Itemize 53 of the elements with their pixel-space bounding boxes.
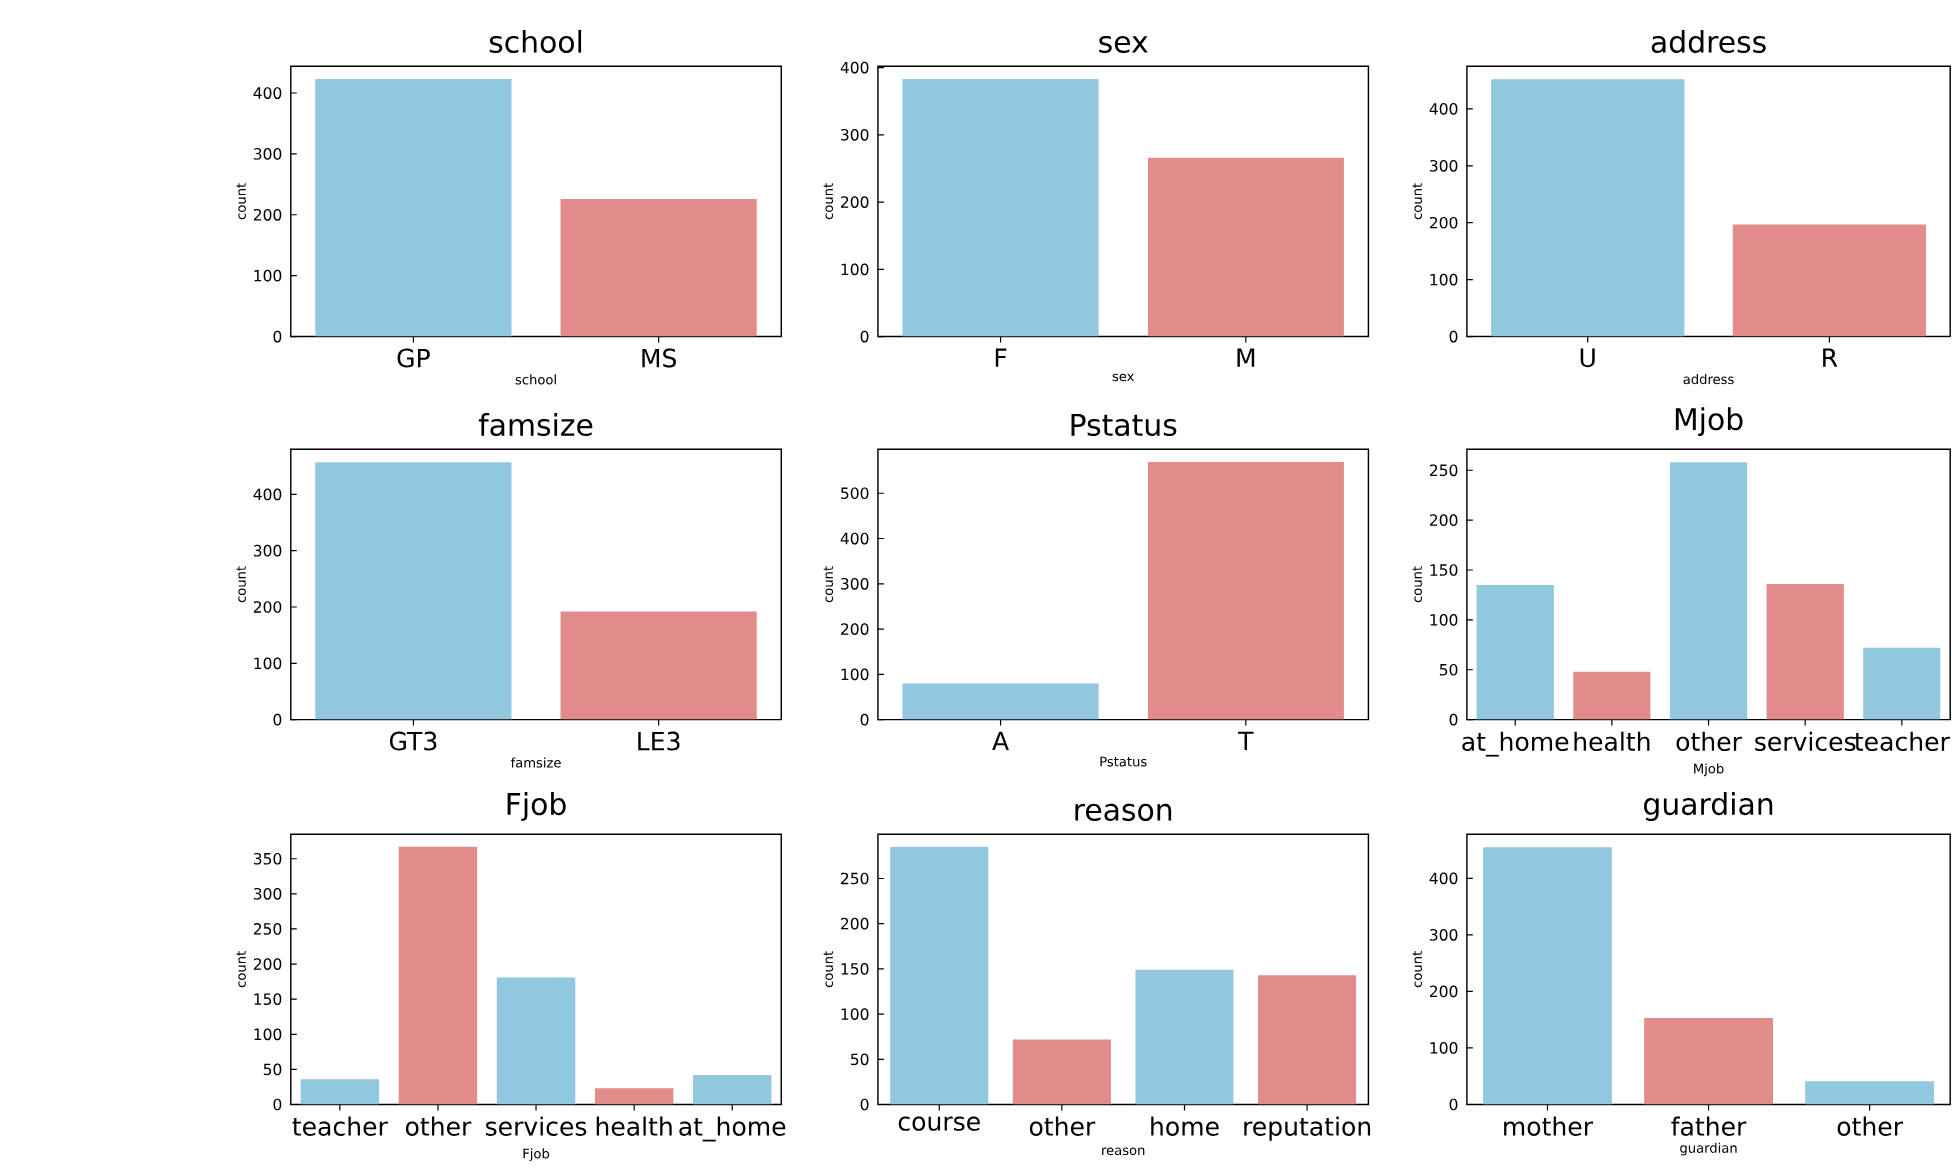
x-tick-label: health [596,1116,672,1136]
bar [594,1088,674,1105]
x-tick-label: services [485,1116,587,1136]
bar [398,846,478,1105]
x-tick-label: at_home [1462,731,1569,757]
chart-title: sex [1099,35,1148,53]
bar [1482,846,1612,1105]
x-tick-label: F [995,348,1007,367]
chart-title: Mjob [1675,406,1743,436]
bar [1766,583,1844,720]
bar [300,1078,380,1105]
bar [496,977,576,1105]
chart-title: school [489,29,582,53]
x-tick-label: GP [397,348,430,368]
bar [1012,1039,1111,1105]
chart-title: famsize [478,412,593,436]
x-tick-label: M [1237,348,1255,367]
x-tick-label: LE3 [638,731,680,751]
chart-title: guardian [1644,791,1773,821]
x-tick-label: reputation [1244,1116,1371,1141]
bar [1644,1017,1773,1105]
x-tick-label: father [1671,1116,1747,1136]
x-tick-label: course [898,1116,980,1131]
x-tick-label: GT3 [389,731,437,751]
x-tick-label: other [1837,1116,1904,1136]
x-tick-label: health [1574,731,1650,751]
x-tick-label: mother [1504,1116,1594,1136]
x-tick-label: home [1151,1116,1219,1136]
bar [1863,647,1941,720]
x-tick-label: teacher [292,1116,388,1136]
x-tick-label: U [1580,348,1595,367]
bar [890,846,989,1105]
bar [1805,1080,1935,1105]
x-tick-label: A [992,731,1009,750]
x-tick-label: other [1029,1116,1096,1136]
chart-title: reason [1075,803,1172,821]
chart-title: Fjob [507,791,566,821]
bar [1669,461,1748,720]
x-tick-label: other [1676,731,1742,751]
chart-title: address [1651,29,1766,53]
x-tick-label: other [405,1116,472,1136]
bar [692,1074,772,1105]
bar [1573,671,1651,720]
x-tick-label: at_home [679,1116,786,1142]
x-tick-label: R [1823,348,1838,367]
x-tick-label: MS [642,348,676,368]
chart-title: Pstatus [1071,413,1177,436]
x-tick-label: T [1238,731,1254,750]
bar [1135,969,1234,1105]
x-tick-label: services [1755,731,1856,751]
bar [1476,584,1554,720]
x-tick-label: teacher [1854,731,1950,751]
bar [1258,974,1357,1105]
